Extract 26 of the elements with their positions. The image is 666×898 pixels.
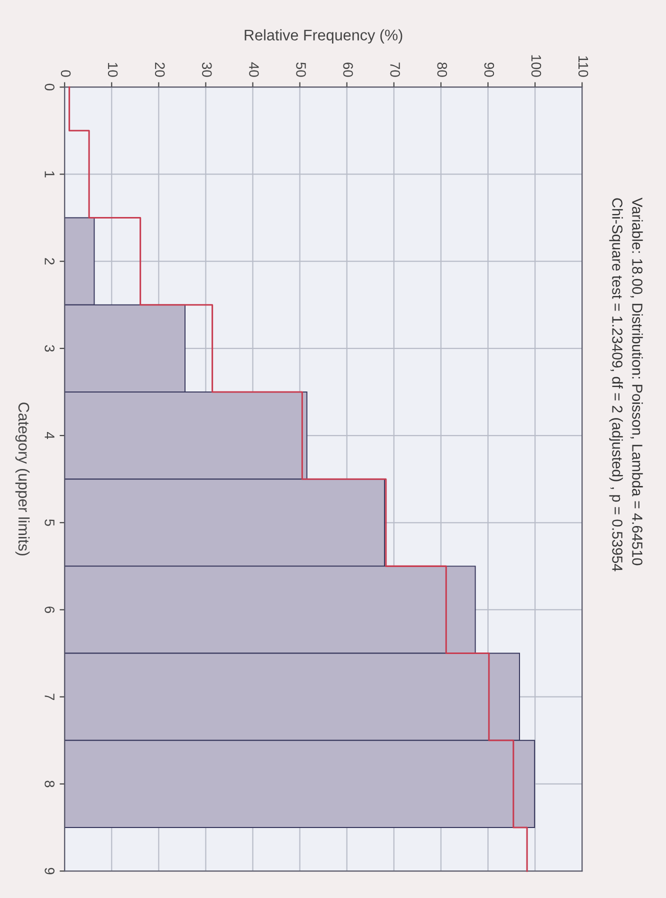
y-tick-label: 1 xyxy=(44,171,54,178)
y-tick-label: 7 xyxy=(44,694,54,700)
y-tick-label: 5 xyxy=(44,519,54,526)
x-tick-label: 0 xyxy=(60,70,71,77)
x-axis-title: Relative Frequency (%) xyxy=(244,29,402,44)
y-tick-label: 3 xyxy=(44,345,55,352)
y-tick-label: 9 xyxy=(44,868,55,874)
y-tick-label: 2 xyxy=(44,258,55,264)
x-tick-label: 10 xyxy=(108,62,118,77)
y-tick-label: 6 xyxy=(44,606,55,613)
y-tick-label: 0 xyxy=(44,84,55,90)
x-tick-label: 30 xyxy=(202,62,212,77)
text: Chi-Square test = 1.23409, df = 2 (adjusted) , p = 0.53954 xyxy=(609,198,623,572)
x-tick-label: 50 xyxy=(296,62,306,77)
x-tick-label: 90 xyxy=(484,62,494,77)
text: Variable: 18.00, Distribution: Poisson, Lambda = 4.64510 xyxy=(630,198,643,566)
x-tick-label: 110 xyxy=(578,56,588,77)
x-tick-label: 100 xyxy=(531,55,542,77)
y-tick-label: 8 xyxy=(44,780,55,788)
x-tick-label: 60 xyxy=(343,62,353,77)
y-tick-label: 4 xyxy=(44,432,54,439)
x-tick-label: 40 xyxy=(249,62,259,77)
x-tick-label: 80 xyxy=(437,62,448,77)
y-axis-title: Category (upper limits) xyxy=(15,402,30,556)
x-tick-label: 70 xyxy=(390,62,400,77)
x-tick-label: 20 xyxy=(154,62,165,77)
